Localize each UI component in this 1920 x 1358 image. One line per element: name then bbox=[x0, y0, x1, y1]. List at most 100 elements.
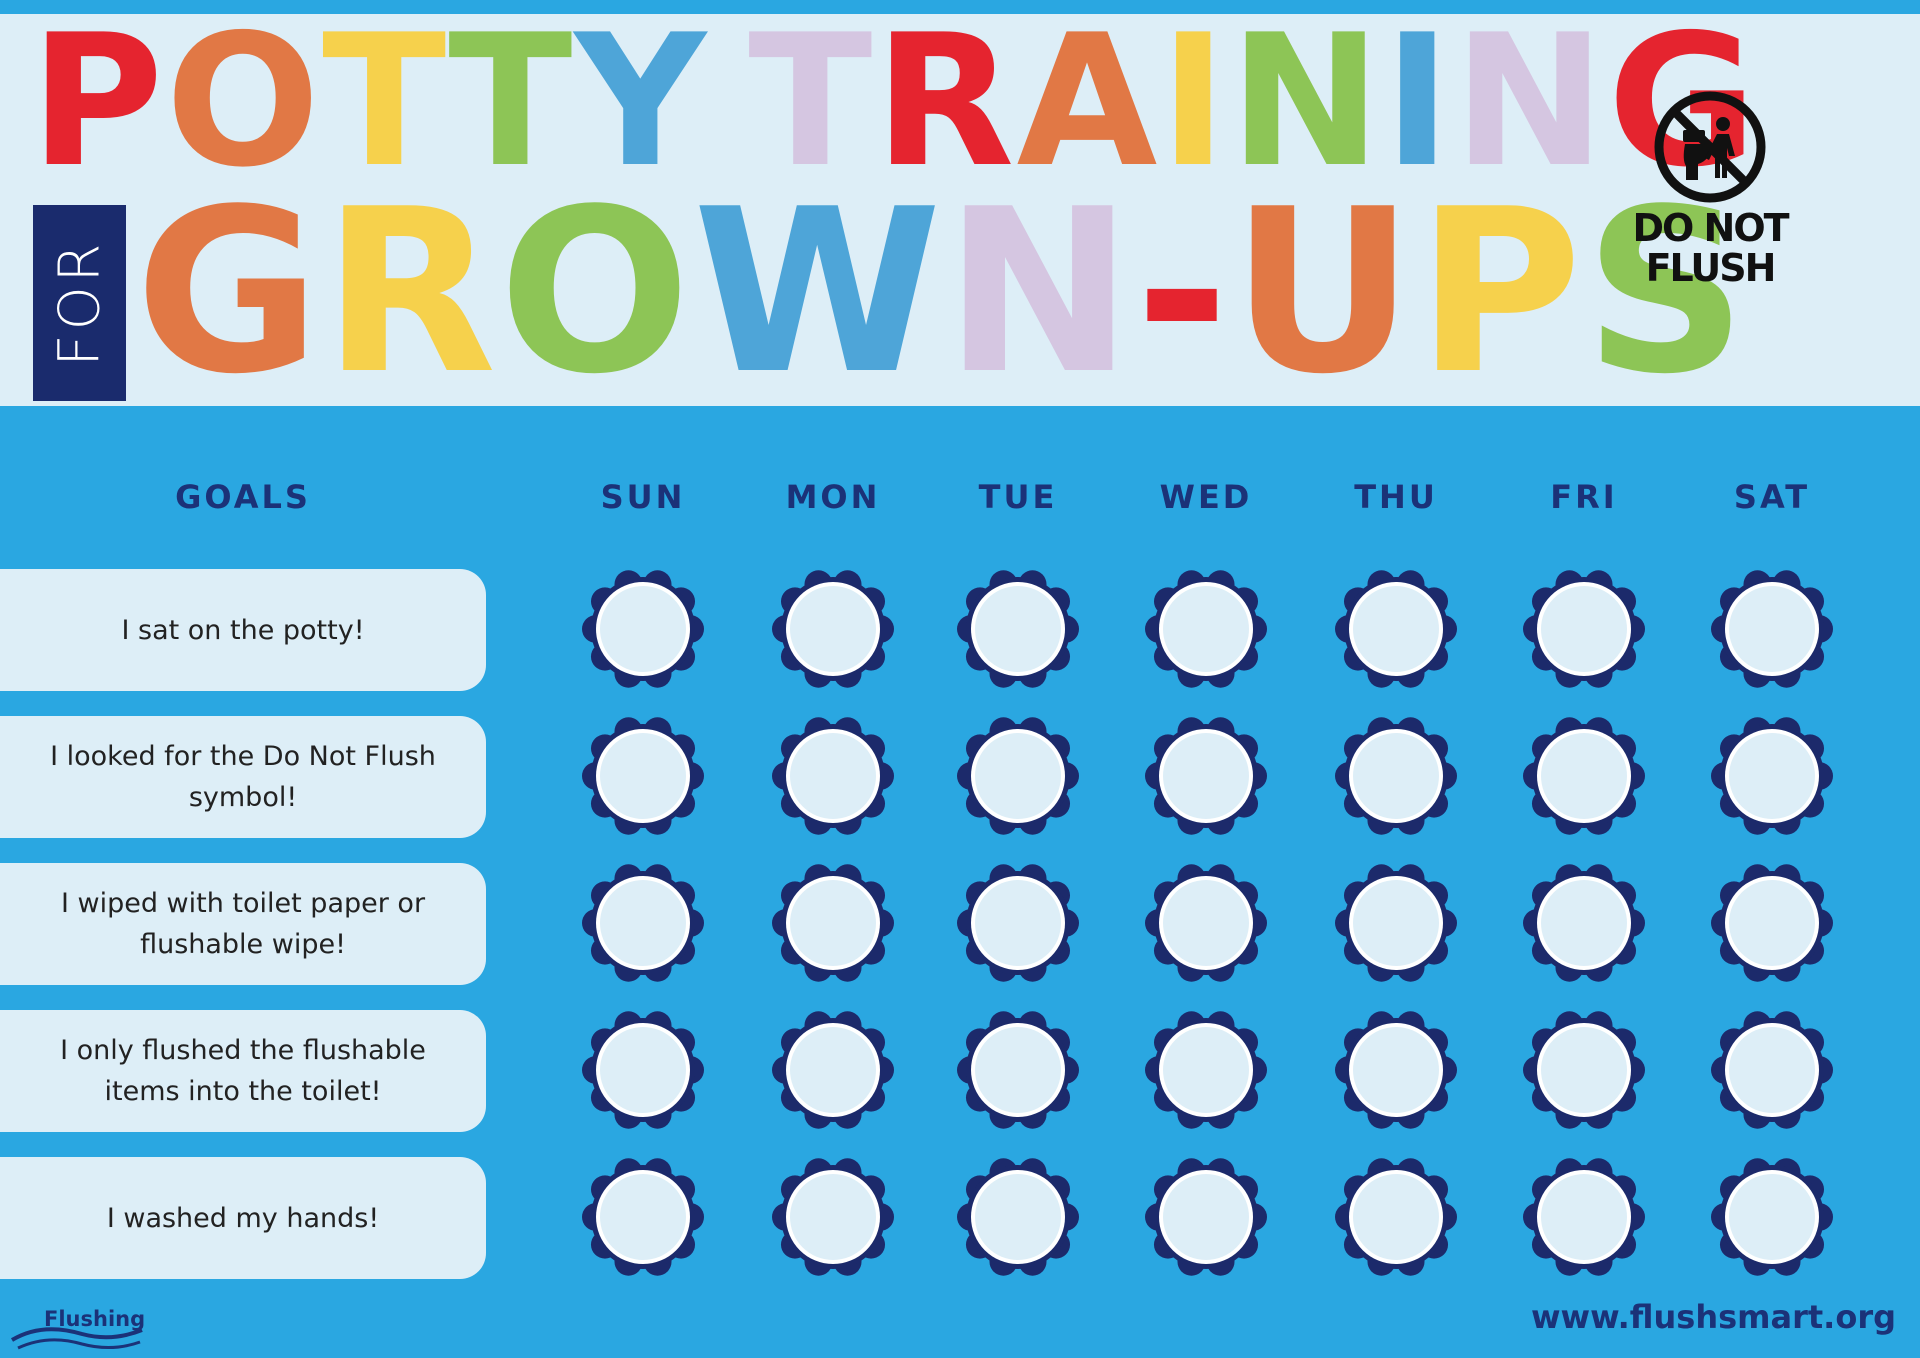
column-header-tue: TUE bbox=[978, 478, 1058, 516]
sticker-slot[interactable] bbox=[1145, 717, 1267, 835]
sticker-slot[interactable] bbox=[1711, 717, 1833, 835]
sticker-slot[interactable] bbox=[1523, 1011, 1645, 1129]
sticker-slot[interactable] bbox=[772, 1158, 894, 1276]
goal-sat-on-potty: I sat on the potty! bbox=[0, 569, 486, 691]
do-not-flush-text: DO NOT FLUSH bbox=[1620, 208, 1800, 288]
sticker-slot[interactable] bbox=[1523, 864, 1645, 982]
sticker-slot[interactable] bbox=[1523, 1158, 1645, 1276]
logo-text: Flushing bbox=[44, 1307, 145, 1331]
sticker-slot[interactable] bbox=[582, 717, 704, 835]
sticker-slot[interactable] bbox=[582, 570, 704, 688]
sticker-center bbox=[790, 586, 876, 672]
sticker-slot[interactable] bbox=[1335, 1011, 1457, 1129]
do-not-flush-line1: DO NOT bbox=[1632, 206, 1789, 250]
sticker-slot[interactable] bbox=[957, 1158, 1079, 1276]
goal-washed-hands: I washed my hands! bbox=[0, 1157, 486, 1279]
website-link[interactable]: www.flushsmart.org bbox=[1530, 1298, 1896, 1336]
sticker-center bbox=[1541, 733, 1627, 819]
title-line1-letter: T bbox=[448, 0, 575, 207]
sticker-center bbox=[600, 586, 686, 672]
sticker-center bbox=[600, 733, 686, 819]
sticker-slot[interactable] bbox=[957, 570, 1079, 688]
sticker-slot[interactable] bbox=[1145, 570, 1267, 688]
title-line1-letter: I bbox=[1159, 0, 1230, 207]
sticker-center bbox=[1353, 880, 1439, 966]
sticker-slot[interactable] bbox=[1523, 717, 1645, 835]
sticker-slot[interactable] bbox=[1711, 864, 1833, 982]
sticker-center bbox=[600, 1174, 686, 1260]
sticker-center bbox=[1729, 1027, 1815, 1113]
title-line1-letter: P bbox=[30, 0, 166, 207]
sticker-center bbox=[790, 1027, 876, 1113]
sticker-slot[interactable] bbox=[1523, 570, 1645, 688]
goal-wiped: I wiped with toilet paper or flushable w… bbox=[0, 863, 486, 985]
sticker-center bbox=[790, 1174, 876, 1260]
title-line2-letter: G bbox=[135, 161, 323, 424]
column-header-sat: SAT bbox=[1733, 478, 1811, 516]
no-flush-icon bbox=[1654, 91, 1766, 203]
title-line1-letter: Y bbox=[574, 0, 709, 207]
sticker-center bbox=[975, 586, 1061, 672]
sticker-center bbox=[1729, 733, 1815, 819]
sticker-center bbox=[1541, 1174, 1627, 1260]
column-header-sun: SUN bbox=[600, 478, 686, 516]
column-header-mon: MON bbox=[785, 478, 881, 516]
title-line1-letter: R bbox=[874, 0, 1017, 207]
sticker-slot[interactable] bbox=[772, 864, 894, 982]
sticker-slot[interactable] bbox=[772, 1011, 894, 1129]
sticker-slot[interactable] bbox=[957, 717, 1079, 835]
sticker-center bbox=[975, 880, 1061, 966]
sticker-slot[interactable] bbox=[772, 717, 894, 835]
sticker-center bbox=[1163, 586, 1249, 672]
header-banner bbox=[0, 14, 1920, 406]
sticker-slot[interactable] bbox=[772, 570, 894, 688]
sticker-slot[interactable] bbox=[1145, 864, 1267, 982]
column-header-fri: FRI bbox=[1550, 478, 1618, 516]
sticker-center bbox=[1353, 1174, 1439, 1260]
title-line1-letter: A bbox=[1016, 0, 1160, 207]
do-not-flush-line2: FLUSH bbox=[1645, 246, 1777, 290]
sticker-center bbox=[600, 880, 686, 966]
column-header-goals: GOALS bbox=[175, 478, 311, 516]
sticker-center bbox=[790, 733, 876, 819]
top-strip bbox=[0, 0, 1920, 14]
sticker-center bbox=[1729, 1174, 1815, 1260]
title-line1-letter: N bbox=[1229, 0, 1384, 207]
sticker-slot[interactable] bbox=[582, 1011, 704, 1129]
sticker-slot[interactable] bbox=[1711, 570, 1833, 688]
sticker-center bbox=[1163, 1027, 1249, 1113]
sticker-center bbox=[1541, 880, 1627, 966]
title-line2-letter: W bbox=[692, 161, 944, 424]
sticker-slot[interactable] bbox=[1145, 1158, 1267, 1276]
sticker-center bbox=[1163, 1174, 1249, 1260]
title-line2-letter: S bbox=[1584, 161, 1749, 424]
goal-only-flushed-flushable: I only flushed the flushable items into … bbox=[0, 1010, 486, 1132]
sticker-slot[interactable] bbox=[582, 1158, 704, 1276]
sticker-center bbox=[975, 1174, 1061, 1260]
title-line2-letter: R bbox=[322, 161, 499, 424]
for-box: FOR bbox=[33, 205, 126, 401]
sticker-center bbox=[1353, 733, 1439, 819]
sticker-center bbox=[975, 733, 1061, 819]
column-header-wed: WED bbox=[1159, 478, 1253, 516]
sticker-slot[interactable] bbox=[957, 864, 1079, 982]
responsible-flushing-logo: Flushing bbox=[10, 1307, 145, 1350]
sticker-center bbox=[1541, 1027, 1627, 1113]
sticker-slot[interactable] bbox=[1711, 1011, 1833, 1129]
sticker-slot[interactable] bbox=[582, 864, 704, 982]
sticker-slot[interactable] bbox=[1145, 1011, 1267, 1129]
sticker-center bbox=[600, 1027, 686, 1113]
sticker-center bbox=[1729, 880, 1815, 966]
sticker-slot[interactable] bbox=[1711, 1158, 1833, 1276]
title-line1-letter: O bbox=[165, 0, 323, 207]
sticker-slot[interactable] bbox=[1335, 864, 1457, 982]
sticker-slot[interactable] bbox=[957, 1011, 1079, 1129]
sticker-slot[interactable] bbox=[1335, 1158, 1457, 1276]
sticker-slot[interactable] bbox=[1335, 570, 1457, 688]
sticker-slot[interactable] bbox=[1335, 717, 1457, 835]
do-not-flush-badge: DO NOT FLUSH bbox=[1620, 90, 1800, 290]
sticker-center bbox=[790, 880, 876, 966]
